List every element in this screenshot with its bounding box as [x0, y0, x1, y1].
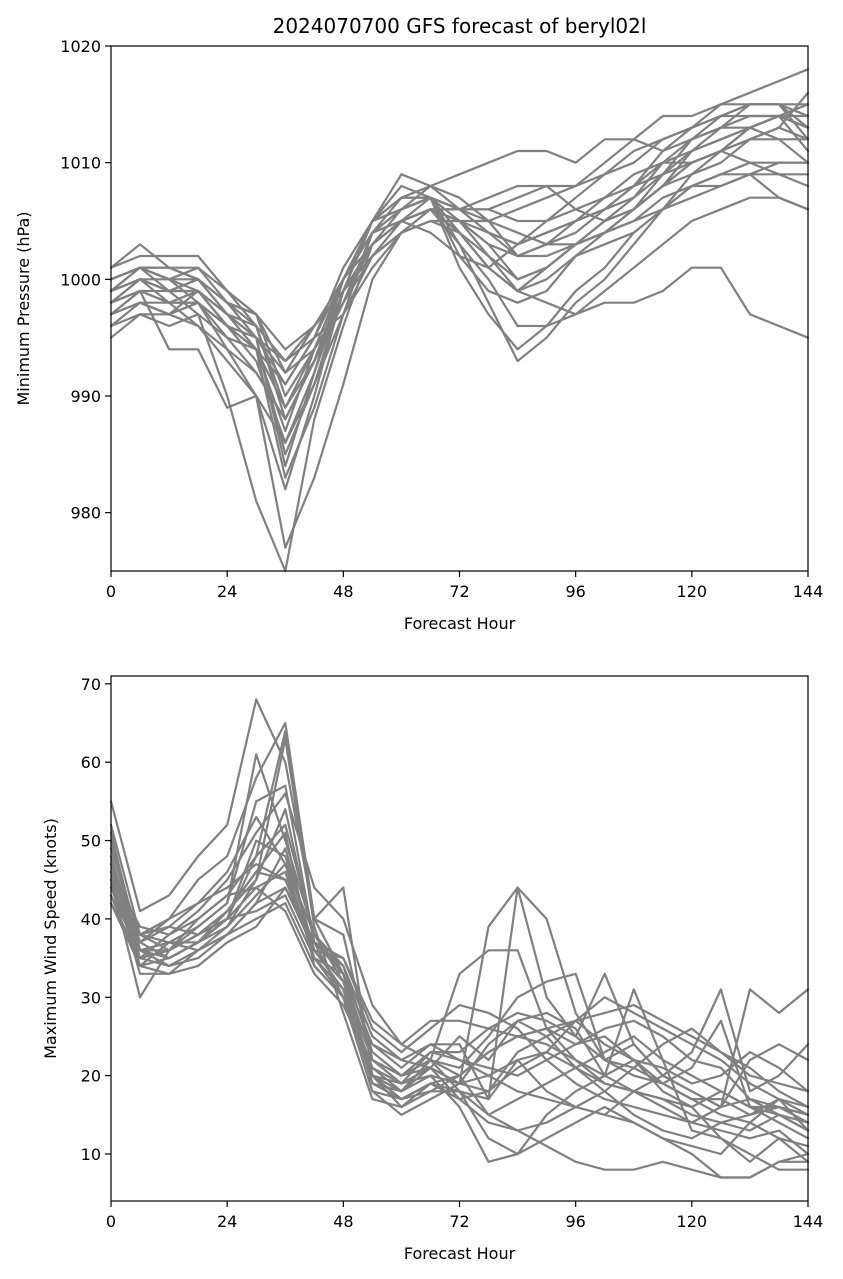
- wind-x-tick-label: 120: [677, 1212, 708, 1231]
- wind-series-line-22: [109, 886, 810, 1132]
- pressure-panel: 2024070700 GFS forecast of beryl02l 0 24 4…: [14, 14, 823, 633]
- pressure-series-line-18: [109, 68, 810, 386]
- pressure-y-tick-label: 990: [70, 387, 101, 406]
- wind-x-tick-label: 48: [333, 1212, 353, 1231]
- wind-y-tick-label: 60: [81, 753, 101, 772]
- pressure-series-line-22: [109, 103, 810, 363]
- pressure-series-line-3: [109, 103, 810, 456]
- pressure-x-tick-label: 96: [565, 582, 585, 601]
- wind-y-tick-label: 20: [81, 1067, 101, 1086]
- wind-series-line-20: [109, 886, 810, 1179]
- wind-series-line-21: [109, 870, 810, 1116]
- pressure-x-axis-label: Forecast Hour: [404, 614, 516, 633]
- wind-plot-frame: [110, 675, 809, 1202]
- wind-series-line-10: [109, 792, 810, 1093]
- wind-y-tick-label: 30: [81, 988, 101, 1007]
- chart-title: 2024070700 GFS forecast of beryl02l: [273, 14, 647, 38]
- pressure-y-tick-label: 1010: [60, 154, 101, 173]
- pressure-series-line-16: [109, 161, 810, 409]
- wind-x-tick-label: 0: [106, 1212, 116, 1231]
- wind-y-tick-label: 10: [81, 1145, 101, 1164]
- pressure-x-tick-label: 48: [333, 582, 353, 601]
- wind-series-line-13: [109, 808, 810, 1116]
- wind-y-ticks: 10 20 30 40 50 60 70: [81, 675, 111, 1164]
- pressure-y-tick-label: 980: [70, 504, 101, 523]
- pressure-series-line-10: [109, 138, 810, 491]
- wind-y-tick-label: 70: [81, 675, 101, 694]
- pressure-series-line-17: [109, 103, 810, 421]
- pressure-x-tick-label: 120: [677, 582, 708, 601]
- pressure-series-line-14: [109, 196, 810, 421]
- pressure-series-group: [109, 68, 810, 573]
- wind-series-line-14: [109, 831, 810, 1163]
- wind-series-line-18: [109, 855, 810, 1163]
- wind-x-axis-label: Forecast Hour: [404, 1244, 516, 1263]
- wind-x-tick-label: 24: [217, 1212, 237, 1231]
- pressure-series-line-19: [109, 126, 810, 444]
- wind-series-line-6: [109, 737, 810, 1132]
- pressure-x-tick-label: 144: [793, 582, 824, 601]
- wind-series-line-15: [109, 753, 810, 1116]
- pressure-y-tick-label: 1020: [60, 37, 101, 56]
- pressure-series-line-11: [109, 173, 810, 468]
- wind-x-tick-label: 144: [793, 1212, 824, 1231]
- wind-series-group: [109, 698, 810, 1179]
- pressure-y-axis-label: Minimum Pressure (hPa): [14, 212, 33, 406]
- pressure-x-tick-label: 0: [106, 582, 116, 601]
- pressure-y-tick-label: 1000: [60, 270, 101, 289]
- wind-panel: 0 24 48 72 96 120 144 10 20 30 40 50 60 70 Forecast …: [41, 675, 823, 1263]
- pressure-plot-frame: [110, 45, 809, 572]
- pressure-series-line-1: [109, 103, 810, 398]
- wind-series-line-17: [109, 862, 810, 1109]
- pressure-x-tick-label: 24: [217, 582, 237, 601]
- wind-y-tick-label: 50: [81, 832, 101, 851]
- pressure-y-ticks: 980 990 1000 1010 1020: [60, 37, 111, 523]
- wind-x-ticks: 0 24 48 72 96 120 144: [106, 1201, 823, 1231]
- wind-x-tick-label: 72: [449, 1212, 469, 1231]
- pressure-series-line-21: [109, 173, 810, 374]
- pressure-x-ticks: 0 24 48 72 96 120 144: [106, 571, 823, 601]
- wind-y-axis-label: Maximum Wind Speed (knots): [41, 818, 60, 1059]
- pressure-x-tick-label: 72: [449, 582, 469, 601]
- wind-x-tick-label: 96: [565, 1212, 585, 1231]
- pressure-series-line-9: [109, 114, 810, 573]
- wind-y-tick-label: 40: [81, 910, 101, 929]
